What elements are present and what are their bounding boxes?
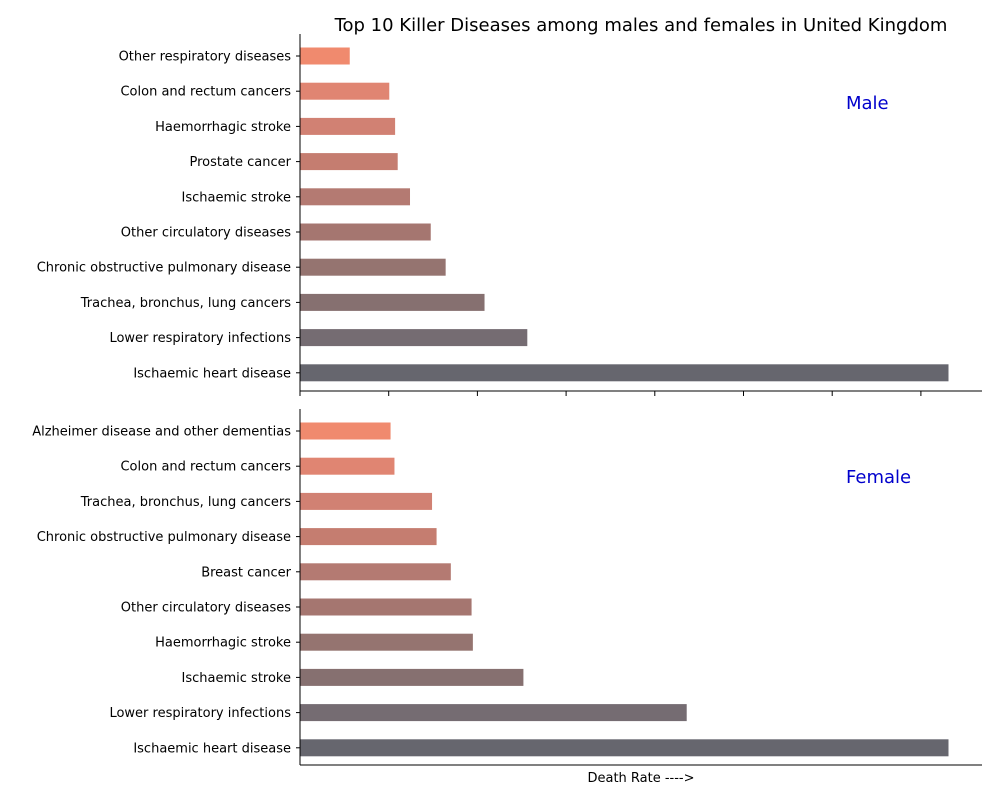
bar xyxy=(300,457,395,475)
y-tick-label: Lower respiratory infections xyxy=(109,331,291,346)
bar xyxy=(300,188,411,206)
y-tick-label: Ischaemic stroke xyxy=(182,190,291,205)
bar xyxy=(300,598,472,616)
x-axis-label: Death Rate ----> xyxy=(587,771,694,786)
bar xyxy=(300,668,524,686)
y-tick-label: Breast cancer xyxy=(201,565,291,580)
y-tick-label: Haemorrhagic stroke xyxy=(155,636,291,651)
bar xyxy=(300,528,437,546)
y-tick-label: Lower respiratory infections xyxy=(109,706,291,721)
y-tick-label: Trachea, bronchus, lung cancers xyxy=(80,495,291,510)
y-tick-label: Trachea, bronchus, lung cancers xyxy=(80,296,291,311)
bar xyxy=(300,739,949,757)
bar xyxy=(300,293,485,311)
bar xyxy=(300,258,446,276)
panel-label-male: Male xyxy=(846,93,889,114)
y-tick-label: Colon and rectum cancers xyxy=(120,85,291,100)
bar xyxy=(300,47,350,65)
bar xyxy=(300,329,528,347)
bar xyxy=(300,117,396,135)
bar xyxy=(300,422,391,440)
panel-layer: Other respiratory diseases Colon and rect… xyxy=(32,34,982,766)
bar xyxy=(300,704,687,722)
y-tick-label: Alzheimer disease and other dementias xyxy=(32,425,291,440)
bar xyxy=(300,153,398,171)
bar xyxy=(300,82,390,100)
panel-label-female: Female xyxy=(846,467,911,488)
bar xyxy=(300,223,431,241)
y-tick-label: Haemorrhagic stroke xyxy=(155,120,291,135)
bar xyxy=(300,364,949,382)
y-tick-label: Colon and rectum cancers xyxy=(120,460,291,475)
bar xyxy=(300,633,473,651)
y-tick-label: Chronic obstructive pulmonary disease xyxy=(37,261,291,276)
y-tick-label: Prostate cancer xyxy=(189,155,291,170)
bar xyxy=(300,492,433,510)
y-tick-label: Ischaemic heart disease xyxy=(133,741,291,756)
panel-female: Alzheimer disease and other dementias Col… xyxy=(32,409,982,766)
panel-male: Other respiratory diseases Colon and rect… xyxy=(37,34,982,396)
y-tick-label: Ischaemic stroke xyxy=(182,671,291,686)
chart-title: Top 10 Killer Diseases among males and f… xyxy=(334,15,948,36)
y-tick-label: Other circulatory diseases xyxy=(121,226,291,241)
bar xyxy=(300,563,451,581)
y-tick-label: Other circulatory diseases xyxy=(121,601,291,616)
y-tick-label: Chronic obstructive pulmonary disease xyxy=(37,530,291,545)
y-tick-label: Ischaemic heart disease xyxy=(133,366,291,381)
y-tick-label: Other respiratory diseases xyxy=(119,50,292,65)
